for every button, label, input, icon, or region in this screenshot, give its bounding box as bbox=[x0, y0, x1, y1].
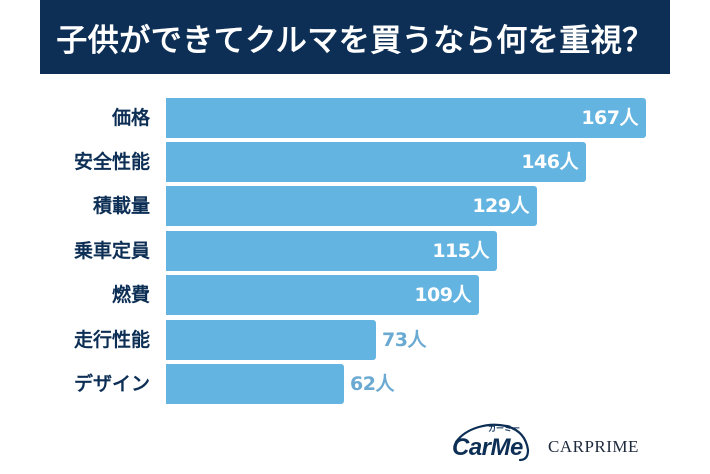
bar bbox=[166, 231, 497, 271]
bar bbox=[166, 186, 537, 226]
value-label: 167人 bbox=[581, 107, 638, 129]
bar bbox=[166, 142, 586, 182]
bar bbox=[166, 98, 646, 138]
category-label: デザイン bbox=[73, 373, 150, 395]
value-label: 62人 bbox=[350, 373, 394, 395]
chart-title: 子供ができてクルマを買うなら何を重視？ bbox=[56, 22, 654, 59]
carme-kana: カーミー bbox=[488, 424, 520, 433]
value-label: 146人 bbox=[521, 151, 578, 173]
carme-wordmark: CarMe bbox=[452, 434, 523, 461]
carme-logo: カーミー CarMe bbox=[448, 420, 536, 466]
bar-row: 走行性能 73人 bbox=[0, 320, 710, 360]
value-label: 129人 bbox=[472, 195, 529, 217]
category-label: 積載量 bbox=[92, 195, 150, 217]
bar-row: デザイン 62人 bbox=[0, 364, 710, 404]
value-label: 115人 bbox=[432, 240, 489, 262]
bar-row: 安全性能 146人 bbox=[0, 142, 710, 182]
chart-title-banner: 子供ができてクルマを買うなら何を重視？ bbox=[40, 0, 670, 74]
category-label: 走行性能 bbox=[73, 329, 150, 351]
category-label: 安全性能 bbox=[73, 151, 150, 173]
bar-row: 乗車定員 115人 bbox=[0, 231, 710, 271]
car-outline-icon bbox=[454, 423, 530, 462]
value-label: 109人 bbox=[414, 284, 471, 306]
carprime-logo: CARPRIME bbox=[548, 437, 639, 456]
bar bbox=[166, 320, 376, 360]
bar bbox=[166, 275, 479, 315]
bar-row: 積載量 129人 bbox=[0, 186, 710, 226]
bar bbox=[166, 364, 344, 404]
category-label: 燃費 bbox=[111, 284, 150, 306]
bar-row: 価格 167人 bbox=[0, 98, 710, 138]
logo-area: カーミー CarMe CARPRIME bbox=[448, 420, 668, 466]
category-label: 乗車定員 bbox=[73, 240, 150, 262]
value-label: 73人 bbox=[382, 329, 426, 351]
category-label: 価格 bbox=[111, 107, 150, 129]
bar-row: 燃費 109人 bbox=[0, 275, 710, 315]
